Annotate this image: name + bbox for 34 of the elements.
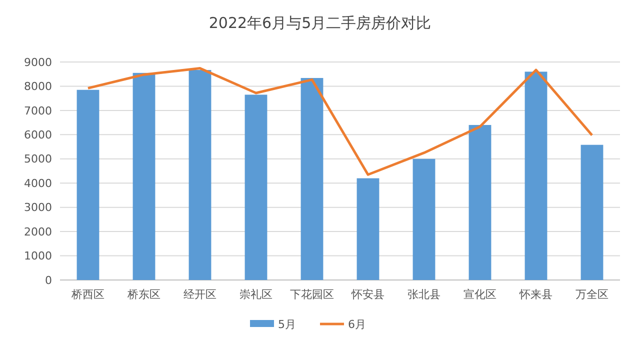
chart-title: 2022年6月与5月二手房房价对比	[208, 14, 432, 32]
bar	[356, 178, 380, 280]
bar	[132, 72, 156, 280]
x-tick-label: 桥西区	[70, 288, 104, 301]
y-tick-label: 0	[45, 274, 52, 287]
bar	[524, 72, 548, 280]
y-tick-label: 5000	[24, 152, 52, 166]
x-tick-label: 经开区	[184, 288, 216, 301]
x-tick-label: 怀来县	[518, 288, 552, 301]
y-tick-label: 3000	[24, 201, 52, 214]
y-tick-label: 6000	[24, 128, 52, 142]
y-tick-label: 2000	[24, 225, 52, 238]
legend-label: 6月	[348, 318, 366, 331]
x-tick-label: 下花园区	[290, 288, 334, 301]
x-tick-label: 怀安县	[350, 288, 384, 301]
x-tick-label: 桥东区	[126, 288, 160, 301]
bar	[468, 124, 492, 280]
line-series	[86, 67, 594, 176]
bar	[76, 90, 100, 280]
legend-label: 5月	[278, 318, 296, 331]
y-tick-label: 8000	[24, 80, 52, 94]
bar	[580, 144, 604, 280]
y-tick-label: 1000	[24, 250, 52, 263]
y-tick-label: 7000	[24, 104, 52, 118]
y-tick-label: 9000	[24, 56, 52, 69]
bar	[300, 78, 324, 280]
bar	[244, 94, 268, 280]
y-tick-label: 4000	[24, 176, 52, 190]
bar	[188, 70, 212, 280]
x-tick-label: 宣化区	[464, 288, 496, 301]
x-tick-label: 崇礼区	[240, 288, 272, 301]
bar	[412, 158, 436, 280]
x-tick-label: 张北县	[408, 288, 440, 301]
x-tick-label: 万全区	[576, 288, 608, 301]
